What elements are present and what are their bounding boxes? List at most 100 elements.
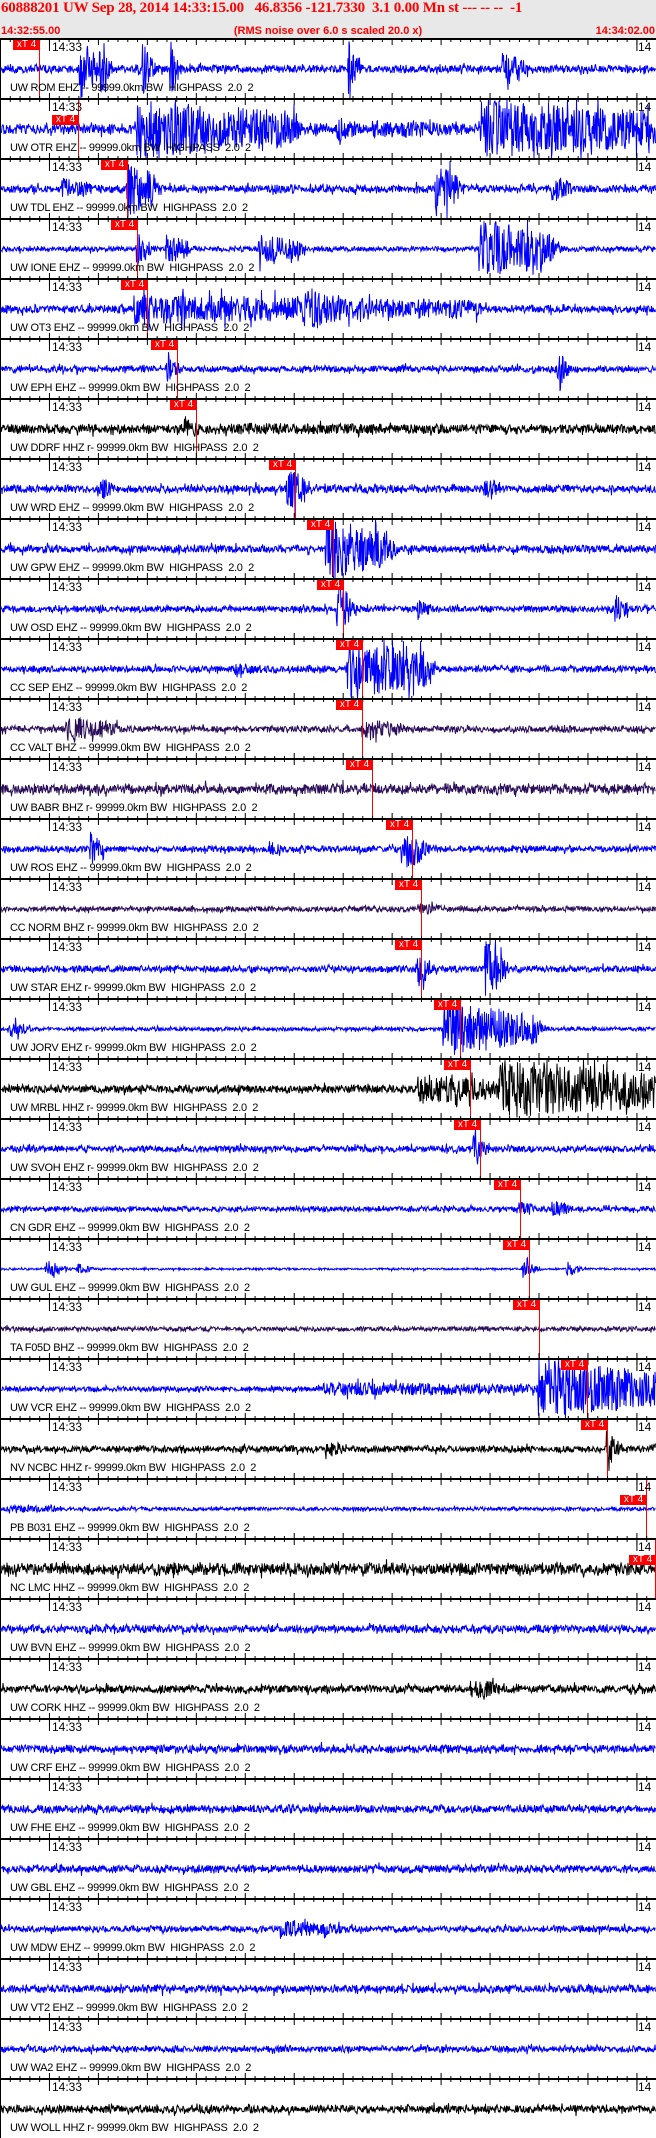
station-label-BABR: UW BABR BHZ r- 99999.0km BW HIGHPASS 2.0… (10, 802, 258, 814)
station-label-OTR: UW OTR EHZ -- 99999.0km BW HIGHPASS 2.0 … (10, 142, 251, 154)
waveform-GBL (0, 1862, 656, 1876)
tick-label-1433: 14:33 (52, 640, 83, 654)
tick-label-1433: 14:33 (52, 1300, 83, 1314)
pick-marker-OSD[interactable]: xT 4 (317, 580, 344, 590)
tick-label-14: 14 (638, 1900, 652, 1914)
tick-label-14: 14 (638, 460, 652, 474)
pick-marker-LMC[interactable]: xT 4 (629, 1555, 656, 1565)
seismogram-plot: 14:33 14 UW ROM EHZ -- 99999.0km BW HIGHPA… (0, 38, 656, 2138)
tick-label-14: 14 (638, 1240, 652, 1254)
tick-label-14: 14 (638, 1420, 652, 1434)
pick-marker-NCBC[interactable]: xT 4 (581, 1420, 608, 1430)
tick-label-1433: 14:33 (52, 1360, 83, 1374)
pick-marker-DDRF[interactable]: xT 4 (170, 400, 197, 410)
station-label-FHE: UW FHE EHZ -- 99999.0km BW HIGHPASS 2.0 … (10, 1822, 250, 1834)
pick-marker-TDL[interactable]: xT 4 (101, 160, 128, 170)
station-label-OSD: UW OSD EHZ -- 99999.0km BW HIGHPASS 2.0 … (10, 622, 252, 634)
station-label-SEP: CC SEP EHZ -- 99999.0km BW HIGHPASS 2.0 … (10, 682, 248, 694)
pick-marker-BABR[interactable]: xT 4 (346, 760, 373, 770)
pick-marker-ROS[interactable]: xT 4 (386, 820, 413, 830)
tick-label-1433: 14:33 (52, 820, 83, 834)
tick-label-1433: 14:33 (52, 520, 83, 534)
pick-marker-F05D[interactable]: xT 4 (513, 1300, 540, 1310)
tick-label-1433: 14:33 (52, 760, 83, 774)
pick-marker-GDR[interactable]: xT 4 (494, 1180, 521, 1190)
tick-label-14: 14 (638, 2080, 652, 2094)
seismogram-svg (0, 38, 656, 2138)
pick-marker-OTR[interactable]: xT 4 (52, 115, 79, 125)
tick-label-14: 14 (638, 1720, 652, 1734)
tick-label-1433: 14:33 (52, 1840, 83, 1854)
pick-marker-GPW[interactable]: xT 4 (307, 520, 334, 530)
waveform-CORK (0, 1677, 656, 1700)
station-label-VALT: CC VALT BHZ -- 99999.0km BW HIGHPASS 2.0… (10, 742, 251, 754)
pick-marker-VCR[interactable]: xT 4 (561, 1360, 588, 1370)
pick-marker-SVOH[interactable]: xT 4 (454, 1120, 481, 1130)
tick-label-14: 14 (638, 160, 652, 174)
tick-label-14: 14 (638, 40, 652, 54)
rms-note: (RMS noise over 6.0 s scaled 20.0 x) (233, 25, 423, 37)
pick-marker-WRD[interactable]: xT 4 (269, 460, 296, 470)
waveform-VT2 (0, 1982, 656, 1997)
tick-label-14: 14 (638, 700, 652, 714)
waveform-GUL (0, 1256, 656, 1278)
waveform-ROS (0, 831, 656, 868)
tick-label-14: 14 (638, 100, 652, 114)
waveform-F05D (0, 1324, 656, 1335)
station-label-ROM: UW ROM EHZ -- 99999.0km BW HIGHPASS 2.0 … (10, 82, 254, 94)
start-time: 14:32:55.00 (1, 25, 61, 37)
waveform-GPW (0, 519, 656, 579)
pick-marker-ROM[interactable]: xT 4 (13, 40, 40, 50)
tick-label-14: 14 (638, 1300, 652, 1314)
pick-marker-NORM[interactable]: xT 4 (395, 880, 422, 890)
station-label-EPH: UW EPH EHZ -- 99999.0km BW HIGHPASS 2.0 … (10, 382, 251, 394)
waveform-FHE (0, 1802, 656, 1816)
tick-label-1433: 14:33 (52, 1720, 83, 1734)
pick-marker-VALT[interactable]: xT 4 (336, 700, 363, 710)
waveform-TDL (0, 160, 656, 219)
tick-label-1433: 14:33 (52, 940, 83, 954)
station-label-JORV: UW JORV EHZ r- 99999.0km BW HIGHPASS 2.0… (10, 1042, 257, 1054)
tick-label-14: 14 (638, 1120, 652, 1134)
pick-marker-OT3[interactable]: xT 4 (121, 280, 148, 290)
tick-label-1433: 14:33 (52, 1660, 83, 1674)
pick-marker-GUL[interactable]: xT 4 (503, 1240, 530, 1250)
tick-label-1433: 14:33 (52, 1780, 83, 1794)
tick-label-1433: 14:33 (52, 40, 83, 54)
waveform-BVN (0, 1622, 656, 1636)
waveform-MRBL (0, 1059, 656, 1118)
waveform-NORM (0, 901, 656, 915)
pick-marker-MRBL[interactable]: xT 4 (444, 1060, 471, 1070)
station-label-CORK: UW CORK HHZ -- 99999.0km BW HIGHPASS 2.0… (10, 1702, 260, 1714)
event-title: 60888201 UW Sep 28, 2014 14:33:15.00 46.… (1, 0, 523, 16)
tick-label-1433: 14:33 (52, 2080, 83, 2094)
station-label-DDRF: UW DDRF HHZ r- 99999.0km BW HIGHPASS 2.0… (10, 442, 259, 454)
tick-label-1433: 14:33 (52, 1000, 83, 1014)
waveform-NCBC (0, 1430, 656, 1471)
tick-label-14: 14 (638, 580, 652, 594)
waveform-STAR (0, 939, 656, 996)
waveform-CRF (0, 1741, 656, 1756)
tick-label-14: 14 (638, 1660, 652, 1674)
pick-marker-EPH[interactable]: xT 4 (151, 340, 178, 350)
pick-marker-STAR[interactable]: xT 4 (395, 940, 422, 950)
pick-marker-IONE[interactable]: xT 4 (111, 220, 138, 230)
station-label-MDW: UW MDW EHZ -- 99999.0km BW HIGHPASS 2.0 … (10, 1942, 256, 1954)
station-label-STAR: UW STAR EHZ r- 99999.0km BW HIGHPASS 2.0… (10, 982, 256, 994)
station-label-GDR: CN GDR EHZ -- 99999.0km BW HIGHPASS 2.0 … (10, 1222, 250, 1234)
pick-marker-B031[interactable]: xT 4 (620, 1495, 647, 1505)
station-label-SVOH: UW SVOH EHZ r- 99999.0km BW HIGHPASS 2.0… (10, 1162, 259, 1174)
pick-marker-SEP[interactable]: xT 4 (336, 640, 363, 650)
tick-label-14: 14 (638, 1600, 652, 1614)
station-label-MRBL: UW MRBL HHZ r- 99999.0km BW HIGHPASS 2.0… (10, 1102, 259, 1114)
pick-marker-JORV[interactable]: xT 4 (434, 1000, 461, 1010)
waveform-OT3 (0, 286, 656, 331)
waveform-MDW (0, 1918, 656, 1939)
station-label-CRF: UW CRF EHZ -- 99999.0km BW HIGHPASS 2.0 … (10, 1762, 251, 1774)
station-label-GUL: UW GUL EHZ -- 99999.0km BW HIGHPASS 2.0 … (10, 1282, 250, 1294)
tick-label-14: 14 (638, 1960, 652, 1974)
header: 60888201 UW Sep 28, 2014 14:33:15.00 46.… (0, 0, 656, 38)
station-label-BVN: UW BVN EHZ -- 99999.0km BW HIGHPASS 2.0 … (10, 1642, 251, 1654)
tick-label-14: 14 (638, 1780, 652, 1794)
tick-label-1433: 14:33 (52, 580, 83, 594)
